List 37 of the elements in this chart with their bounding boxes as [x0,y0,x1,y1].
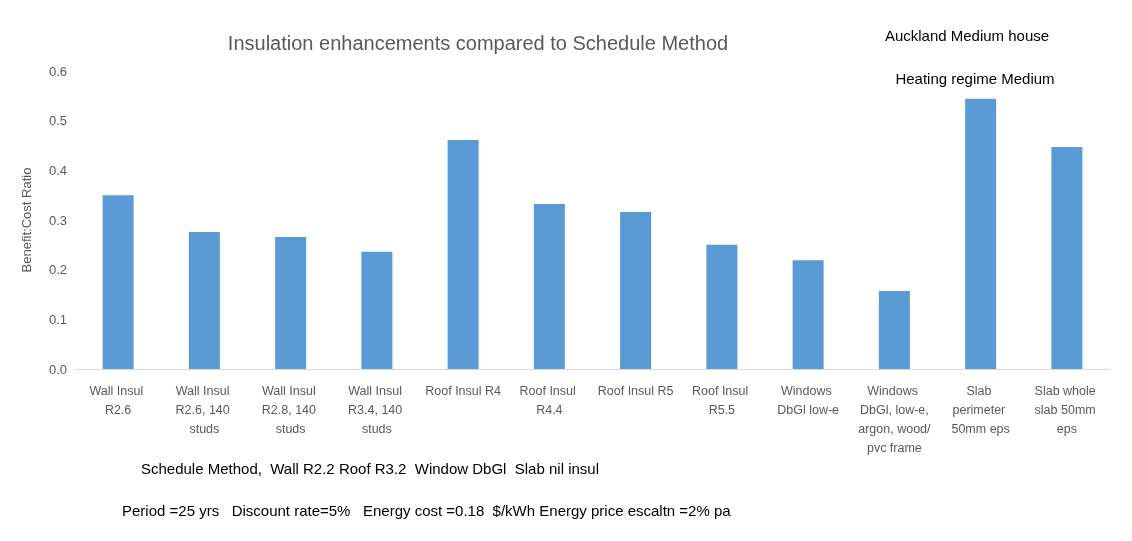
x-tick-label: Slab whole slab 50mm eps [1034,383,1100,436]
text: Auckland Medium house [884,26,1050,44]
bar [878,291,910,369]
bar [102,195,134,369]
y-tick-label: 0.0 [48,361,67,377]
x-tick-label: Windows DbGl low-e [777,383,840,417]
y-tick-label: 0.5 [48,113,67,129]
x-tick-label: Roof Insul R5.5 [691,383,752,417]
y-axis-title: Benefit:Cost Ratio [19,167,34,273]
bar [447,140,479,369]
bar [188,231,220,369]
bar [965,98,997,369]
y-tick-label: 0.6 [48,63,67,79]
bar [1051,146,1083,369]
x-tick-label: Roof Insul R5 [597,383,674,398]
bar [620,212,652,369]
bar [792,260,824,369]
x-tick-label: Wall Insul R2.6, 140 studs [175,383,234,436]
x-tick-label: Wall Insul R2.8, 140 studs [261,383,320,436]
x-tick-label: Wall Insul R3.4, 140 studs [348,383,406,436]
bar [361,251,393,369]
x-tick-label: Wall Insul R2.6 [89,383,147,417]
x-tick-label: Windows DbGl, low-e,argon, wood/pvc frame [858,383,932,455]
x-tick-label: Slab perimeter 50mm eps [951,383,1010,436]
x-tick-label: Roof Insul R4 [425,383,502,398]
annotation: Heating regime Medium [895,69,1055,87]
y-tick-label: 0.2 [48,262,67,278]
bar [275,236,307,369]
y-tick-label: 0.4 [48,162,67,178]
y-tick-label: 0.1 [48,311,67,327]
y-tick-label: 0.3 [48,212,67,228]
chart-title: Insulation enhancements compared to Schedule Method [227,32,729,54]
x-tick-label: Roof Insul R4.4 [519,383,580,417]
text: Period =25 yrs Discount rate=5% Energy cost =0.18 $/kWh Energy price escaltn =2% pa [122,501,732,519]
text: Schedule Method, Wall R2.2 Roof R3.2 Window DbGl Slab nil insul [141,459,599,477]
bar [533,204,565,369]
bar [706,244,738,369]
